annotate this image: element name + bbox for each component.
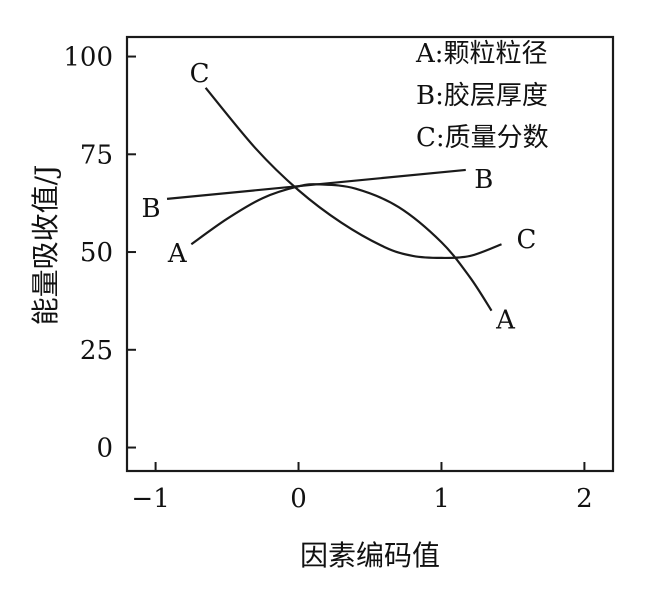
tick-labels: −1 0 1 2 0 25 50 75 100 — [63, 43, 592, 514]
y-tick-label: 0 — [96, 434, 113, 464]
x-tick-label: 0 — [290, 484, 307, 514]
series-c-line — [204, 87, 502, 260]
curve-label-c-end: C — [517, 225, 537, 255]
x-tick-label: 1 — [433, 484, 450, 514]
legend: A:颗粒粒径 B:胶层厚度 C:质量分数 — [415, 39, 549, 153]
x-tick-label: 2 — [576, 484, 593, 514]
curve-label-a-end: A — [495, 306, 516, 336]
curves — [166, 87, 502, 312]
legend-entry-b: B:胶层厚度 — [416, 81, 548, 111]
x-tick-label: −1 — [131, 484, 169, 514]
legend-entry-c: C:质量分数 — [416, 123, 549, 153]
curve-label-a-start: A — [167, 239, 188, 269]
axis-ticks — [127, 55, 586, 471]
series-a-line — [190, 183, 493, 312]
y-tick-label: 75 — [80, 140, 113, 170]
y-tick-label: 50 — [80, 238, 113, 268]
y-tick-label: 100 — [63, 43, 113, 73]
legend-entry-a: A:颗粒粒径 — [415, 39, 548, 69]
x-axis-title: 因素编码值 — [300, 539, 440, 572]
curve-label-c-start: C — [190, 59, 210, 89]
series-b-line — [166, 168, 466, 200]
curve-label-b-end: B — [474, 165, 493, 195]
y-tick-label: 25 — [80, 336, 113, 366]
plot-frame — [125, 35, 615, 473]
y-axis-title: 能量吸收值/J — [29, 165, 62, 326]
curve-label-b-start: B — [141, 194, 160, 224]
